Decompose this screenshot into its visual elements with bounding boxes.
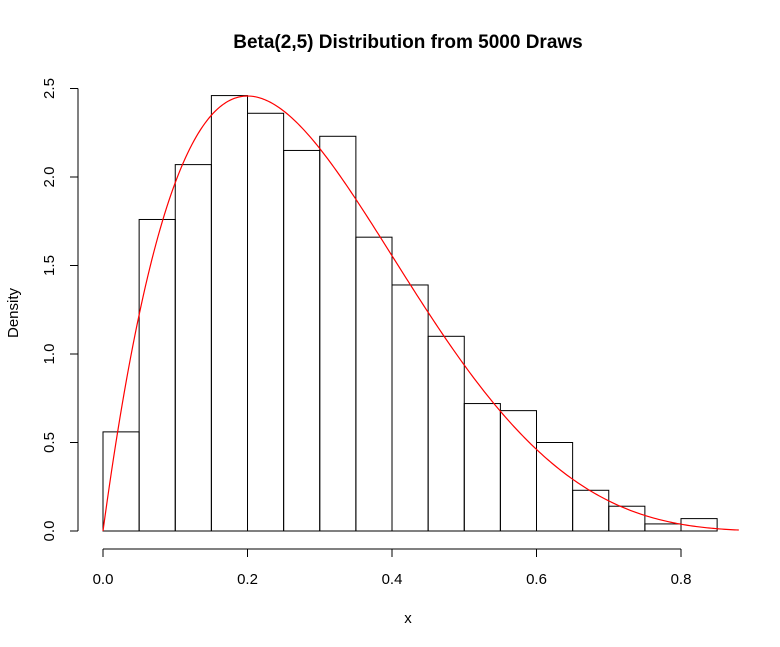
histogram-bar — [355, 236, 393, 532]
x-axis-label: x — [404, 610, 412, 627]
histogram-bar — [427, 335, 465, 532]
histogram-bar — [608, 505, 646, 532]
density-curve-line — [102, 95, 739, 532]
x-axis: 0.0 0.2 0.4 0.6 0.8 — [93, 548, 692, 588]
x-tick-label: 0.6 — [526, 571, 547, 588]
histogram-bar — [391, 284, 429, 532]
x-tick-label: 0.4 — [382, 571, 403, 588]
histogram-bar — [536, 442, 574, 532]
y-tick-label: 0.0 — [41, 521, 58, 542]
y-tick-label: 2.0 — [41, 167, 58, 188]
histogram-bar — [319, 135, 357, 532]
histogram-bar — [644, 523, 682, 532]
y-tick-label: 1.5 — [41, 255, 58, 276]
histogram-bar — [499, 410, 538, 532]
histogram-bar — [210, 95, 249, 532]
histogram-bar — [138, 218, 176, 532]
histogram-bar — [283, 149, 321, 532]
x-tick-label: 0.0 — [93, 571, 114, 588]
x-tick-label: 0.2 — [237, 571, 258, 588]
histogram-bar — [102, 431, 140, 532]
histogram-bars — [102, 95, 718, 532]
chart-title: Beta(2,5) Distribution from 5000 Draws — [233, 32, 582, 53]
y-axis: 0.0 0.5 1.0 1.5 2.0 2.5 — [41, 78, 79, 542]
y-tick-label: 1.0 — [41, 344, 58, 365]
y-tick-label: 2.5 — [41, 78, 58, 99]
y-tick-label: 0.5 — [41, 432, 58, 453]
x-tick-label: 0.8 — [671, 571, 692, 588]
histogram-bar — [174, 164, 212, 532]
histogram-bar — [463, 403, 501, 532]
density-curve — [102, 95, 739, 532]
y-axis-label: Density — [5, 287, 22, 338]
histogram-bar — [572, 489, 610, 532]
histogram-bar — [247, 112, 285, 532]
